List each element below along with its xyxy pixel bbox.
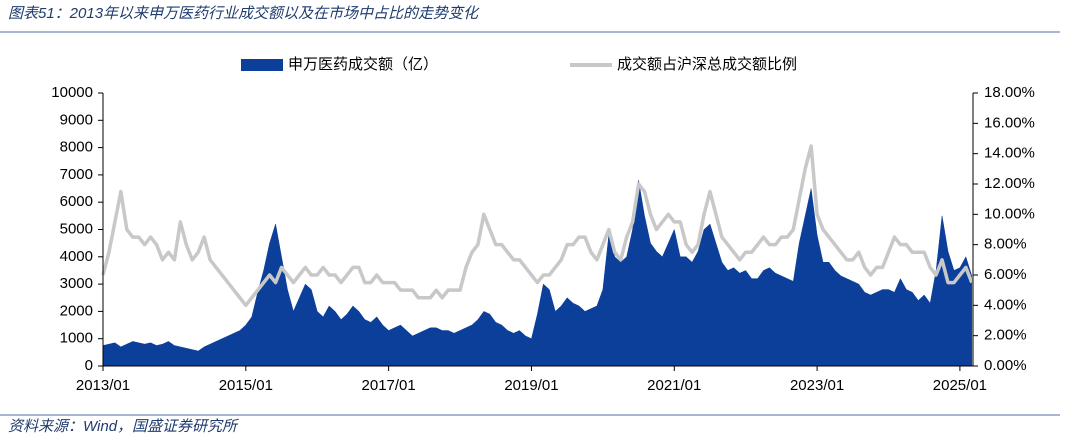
y2-tick-label: 8.00% [984, 236, 1027, 253]
y-tick-label: 10000 [51, 84, 93, 101]
y2-tick-label: 2.00% [984, 327, 1027, 344]
y2-tick-label: 16.00% [984, 114, 1035, 131]
y2-tick-label: 6.00% [984, 266, 1027, 283]
x-tick-label: 2013/01 [76, 377, 130, 394]
y-tick-label: 5000 [60, 220, 93, 237]
area [102, 180, 973, 367]
y2-tick-label: 18.00% [984, 84, 1035, 101]
line [101, 144, 974, 308]
x-tick-label: 2023/01 [790, 377, 844, 394]
y2-tick-label: 14.00% [984, 145, 1035, 162]
y2-tick-label: 0.00% [984, 357, 1027, 374]
y2-tick-label: 12.00% [984, 175, 1035, 192]
legend-swatch [241, 59, 283, 71]
legend-label: 成交额占沪深总成交额比例 [617, 55, 797, 73]
x-tick-label: 2019/01 [504, 377, 558, 394]
legend-label: 申万医药成交额（亿） [288, 55, 438, 73]
y-tick-label: 7000 [60, 166, 93, 183]
y2-tick-label: 4.00% [984, 296, 1027, 313]
y-tick-label: 3000 [60, 275, 93, 292]
y-tick-label: 6000 [60, 193, 93, 210]
x-tick-label: 2017/01 [362, 377, 416, 394]
y-tick-label: 1000 [60, 330, 93, 347]
y-tick-label: 4000 [60, 248, 93, 265]
y-tick-label: 0 [85, 357, 93, 374]
x-tick-label: 2025/01 [933, 377, 987, 394]
y-tick-label: 9000 [60, 111, 93, 128]
y2-tick-label: 10.00% [984, 205, 1035, 222]
x-tick-label: 2021/01 [647, 377, 701, 394]
y-tick-label: 2000 [60, 302, 93, 319]
source-note: 资料来源：Wind，国盛证券研究所 [8, 418, 239, 435]
y-tick-label: 8000 [60, 139, 93, 156]
chart-title: 图表51：2013年以来申万医药行业成交额以及在市场中占比的走势变化 [8, 5, 480, 22]
x-tick-label: 2015/01 [219, 377, 273, 394]
